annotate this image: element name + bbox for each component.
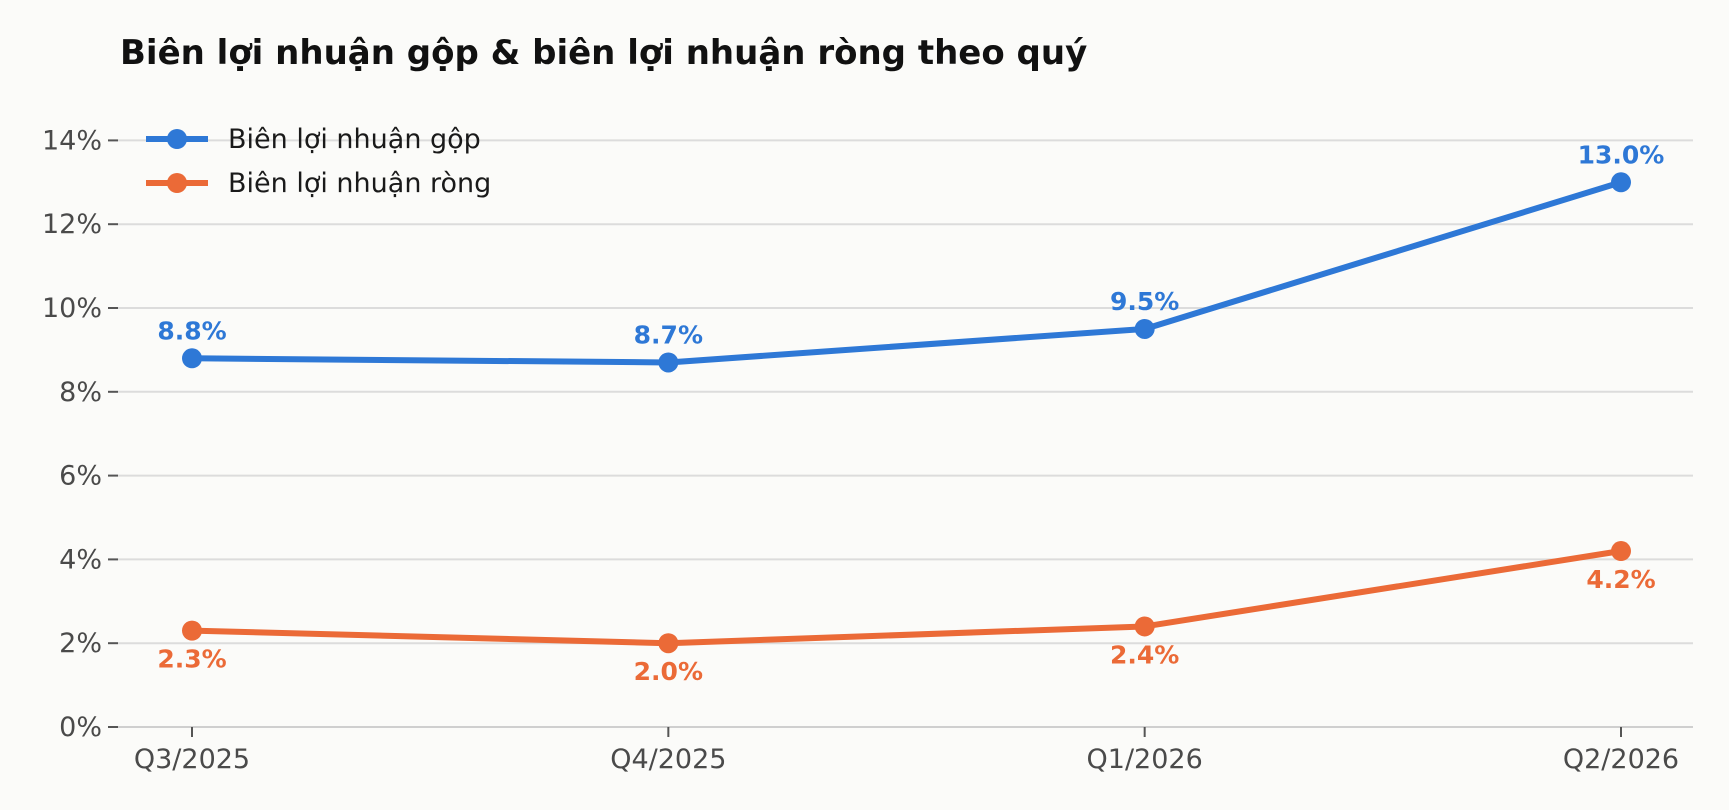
y-tick-label: 12% <box>42 209 102 240</box>
data-label: 2.0% <box>634 657 703 686</box>
y-tick-label: 4% <box>59 544 102 575</box>
data-point <box>1134 616 1155 637</box>
y-tick-label: 6% <box>59 461 102 492</box>
series-layer <box>182 172 1631 654</box>
gridlines <box>118 139 1693 645</box>
x-tick-label: Q4/2025 <box>610 744 726 775</box>
data-point <box>182 348 202 369</box>
legend-marker <box>167 173 187 193</box>
chart-title: Biên lợi nhuận gộp & biên lợi nhuận ròng… <box>120 33 1087 73</box>
data-label: 8.8% <box>157 316 226 345</box>
y-tick-label: 14% <box>42 125 102 156</box>
x-tick-label: Q1/2026 <box>1087 744 1203 775</box>
data-labels: 8.8% 8.7% 9.5% 13.0% 2.3% 2.0% 2.4% 4.2% <box>157 140 1664 686</box>
data-label: 2.3% <box>157 645 226 674</box>
legend-label: Biên lợi nhuận ròng <box>228 168 491 199</box>
legend: Biên lợi nhuận gộp Biên lợi nhuận ròng <box>146 124 491 199</box>
y-tick-label: 2% <box>59 628 102 659</box>
legend-marker <box>167 129 187 149</box>
data-label: 13.0% <box>1578 140 1665 169</box>
x-tick-label: Q2/2026 <box>1563 744 1679 775</box>
data-point <box>658 352 679 373</box>
series-line <box>189 179 1624 366</box>
data-label: 4.2% <box>1586 565 1655 594</box>
data-point <box>182 620 202 641</box>
data-label: 8.7% <box>634 320 703 349</box>
x-tick-label: Q3/2025 <box>134 744 250 775</box>
data-point <box>1134 318 1155 339</box>
y-tick-label: 8% <box>59 377 102 408</box>
series-line <box>189 548 1624 647</box>
axes: 0% 2% 4% 6% 8% 10% 12% 14% Q3/2025 Q4/2025 Q1/2026… <box>42 125 1693 775</box>
data-label: 2.4% <box>1110 640 1179 669</box>
data-label: 9.5% <box>1110 287 1179 316</box>
data-point <box>658 633 679 654</box>
legend-label: Biên lợi nhuận gộp <box>228 124 481 155</box>
data-point <box>1611 172 1631 193</box>
y-tick-label: 0% <box>59 712 102 743</box>
data-point <box>1611 541 1631 562</box>
y-tick-label: 10% <box>42 293 102 324</box>
